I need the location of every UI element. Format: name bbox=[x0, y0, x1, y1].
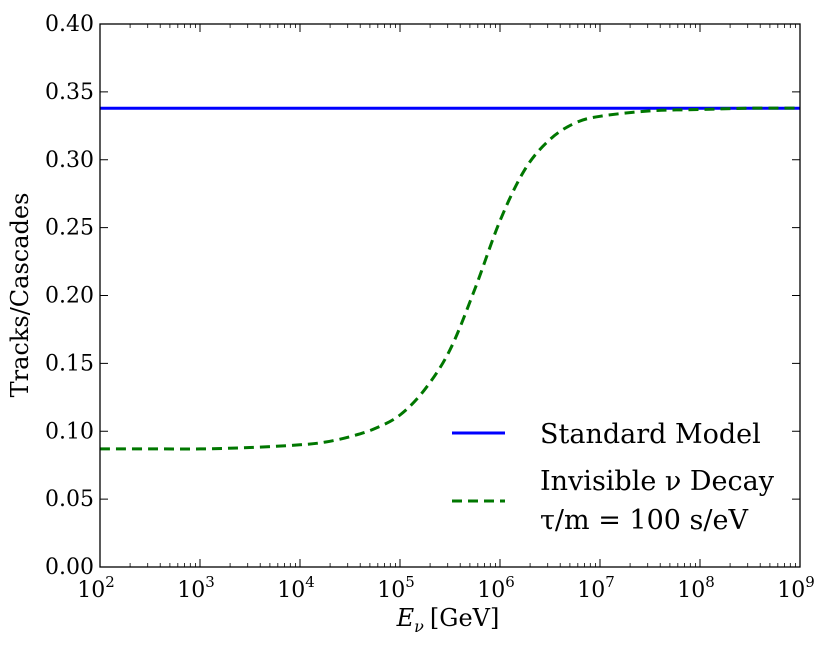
x-axis-unit: [GeV] bbox=[430, 604, 499, 632]
x-axis-title: Eν [GeV] bbox=[396, 604, 500, 636]
legend-label-standard-model: Standard Model bbox=[540, 419, 761, 450]
x-tick-label: 109 bbox=[777, 573, 815, 603]
ticks-layer: 0.00 0.05 0.10 0.15 0.20 0.25 0.30 0.35 0.40 102 1… bbox=[45, 12, 815, 603]
y-tick-label: 0.10 bbox=[45, 419, 94, 444]
x-tick-label: 107 bbox=[577, 573, 615, 603]
series-line-invisible-decay bbox=[100, 106, 800, 451]
y-tick-label: 0.35 bbox=[45, 80, 94, 105]
y-tick-label: 0.15 bbox=[45, 351, 94, 376]
y-tick-label: 0.30 bbox=[45, 148, 94, 173]
x-axis-symbol: E bbox=[396, 604, 415, 632]
legend: Standard Model Invisible ν Decay τ/m = 1… bbox=[452, 419, 775, 536]
series-layer bbox=[100, 106, 800, 451]
x-tick-label: 106 bbox=[477, 573, 515, 603]
x-tick-label: 103 bbox=[177, 573, 215, 603]
legend-label-invisible-decay: Invisible ν Decay bbox=[540, 466, 775, 497]
plot-frame bbox=[99, 23, 801, 568]
y-tick-label: 0.25 bbox=[45, 216, 94, 241]
plot-area bbox=[100, 24, 800, 567]
y-tick-label: 0.00 bbox=[45, 555, 94, 580]
y-tick-label: 0.40 bbox=[45, 12, 94, 37]
y-axis-title: Tracks/Cascades bbox=[6, 193, 34, 398]
legend-label-invisible-decay-param: τ/m = 100 s/eV bbox=[540, 505, 748, 536]
x-tick-label: 108 bbox=[677, 573, 715, 603]
x-tick-label: 105 bbox=[377, 573, 415, 603]
x-axis-subscript: ν bbox=[414, 617, 424, 636]
y-tick-label: 0.05 bbox=[45, 487, 94, 512]
x-tick-label: 102 bbox=[77, 573, 115, 603]
x-tick-label: 104 bbox=[277, 573, 315, 603]
y-tick-label: 0.20 bbox=[45, 284, 94, 309]
